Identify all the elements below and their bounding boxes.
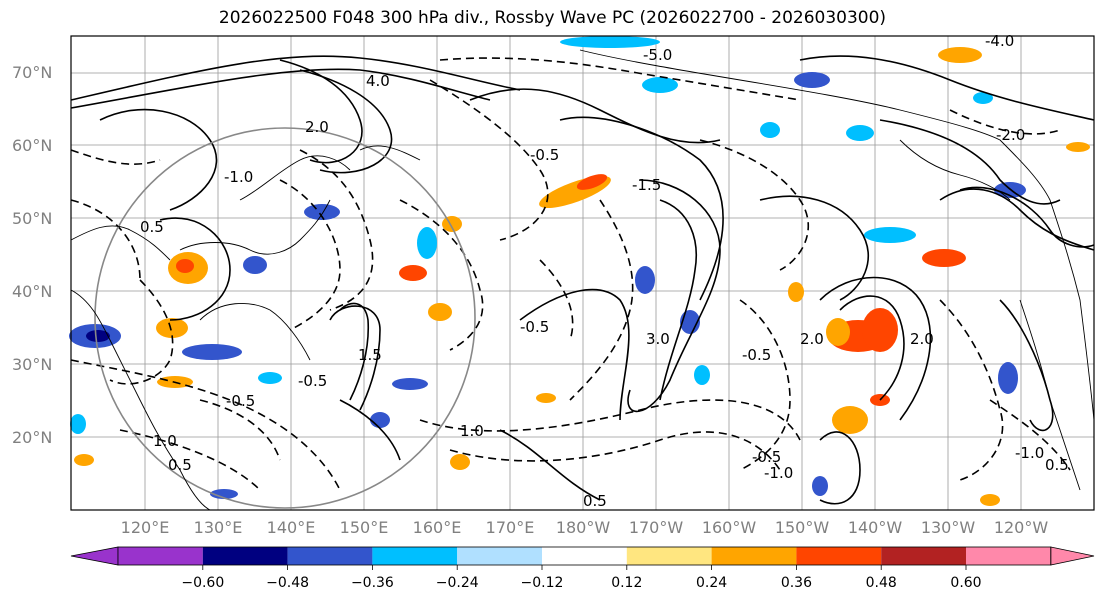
contour-label: 0.5 xyxy=(140,218,164,236)
contour-label: 3.0 xyxy=(646,330,670,348)
colorbar-segment xyxy=(287,547,373,565)
contour-label: -1.0 xyxy=(224,168,253,186)
dashed-contours xyxy=(70,57,1071,491)
colorbar-segment xyxy=(711,547,797,565)
lat-label: 50°N xyxy=(12,209,52,228)
colorbar-tick-label: 0.24 xyxy=(696,575,727,591)
colorbar-tick-label: −0.24 xyxy=(436,575,479,591)
lon-label: 150°W xyxy=(775,518,830,537)
latitude-labels: 70°N 60°N 50°N 40°N 30°N 20°N xyxy=(12,63,52,447)
contour-label: 0.5 xyxy=(1045,456,1069,474)
contour-label: 1.0 xyxy=(460,422,484,440)
contour-label: 4.0 xyxy=(366,72,390,90)
colorbar-extend-min xyxy=(70,546,119,566)
contour-label: 1.0 xyxy=(153,432,177,450)
lon-label: 120°E xyxy=(121,518,170,537)
lon-label: 170°W xyxy=(629,518,684,537)
contour-label: 1.5 xyxy=(358,346,382,364)
lon-label: 120°W xyxy=(994,518,1049,537)
colorbar-tick-label: −0.60 xyxy=(181,575,224,591)
map-title: 2026022500 F048 300 hPa div., Rossby Wav… xyxy=(218,8,887,28)
contour-label: -1.0 xyxy=(1015,444,1044,462)
lon-label: 130°E xyxy=(194,518,243,537)
colorbar-tick-label: 0.12 xyxy=(611,575,642,591)
colorbar-segment xyxy=(542,547,627,565)
colorbar-tick-label: −0.48 xyxy=(266,575,309,591)
lat-label: 40°N xyxy=(12,282,52,301)
colorbar-segment xyxy=(202,547,288,565)
colorbar-tick-label: 0.36 xyxy=(781,575,812,591)
contour-label: -1.0 xyxy=(764,464,793,482)
colorbar-segment xyxy=(118,547,203,565)
contour-label: -0.5 xyxy=(752,448,781,466)
colorbar-tick-label: −0.12 xyxy=(521,575,564,591)
lat-label: 30°N xyxy=(12,355,52,374)
colorbar-segment xyxy=(796,547,882,565)
contour-label: 2.0 xyxy=(910,330,934,348)
contour-label: -5.0 xyxy=(643,46,672,64)
colorbar-extend-max xyxy=(1050,546,1095,566)
lon-label: 170°E xyxy=(486,518,535,537)
lon-label: 160°W xyxy=(702,518,757,537)
contour-label: 2.0 xyxy=(305,118,329,136)
colorbar-segment xyxy=(372,547,458,565)
lon-label: 130°W xyxy=(921,518,976,537)
contour-label: -4.0 xyxy=(985,32,1014,50)
colorbar: −0.60 −0.48 −0.36 −0.24 −0.12 0.12 0.24 … xyxy=(70,546,1095,591)
colorbar-tick-label: 0.60 xyxy=(950,575,981,591)
contour-label: -0.5 xyxy=(226,392,255,410)
lat-label: 20°N xyxy=(12,428,52,447)
contour-label: -1.5 xyxy=(632,176,661,194)
colorbar-tick-label: −0.36 xyxy=(351,575,394,591)
lon-label: 150°E xyxy=(340,518,389,537)
contour-label: -0.5 xyxy=(298,372,327,390)
colorbar-segment xyxy=(457,547,542,565)
contour-label: -0.5 xyxy=(530,146,559,164)
contour-label: -2.0 xyxy=(996,126,1025,144)
contour-label: -0.5 xyxy=(520,318,549,336)
lon-label: 140°E xyxy=(267,518,316,537)
colorbar-segment xyxy=(966,547,1051,565)
coastlines xyxy=(70,49,1095,511)
lon-label: 140°W xyxy=(848,518,903,537)
contour-label: 2.0 xyxy=(800,330,824,348)
lat-label: 60°N xyxy=(12,136,52,155)
contour-label: 0.5 xyxy=(583,492,607,510)
colorbar-tick-label: 0.48 xyxy=(866,575,897,591)
contour-label: 0.5 xyxy=(168,456,192,474)
highlight-circle xyxy=(94,127,476,509)
lat-label: 70°N xyxy=(12,63,52,82)
lon-label: 180°W xyxy=(556,518,611,537)
colorbar-segment xyxy=(626,547,712,565)
longitude-labels: 120°E 130°E 140°E 150°E 160°E 170°E 180°… xyxy=(121,518,1049,537)
map-plot-area: -5.0 4.0 2.0 -2.0 -1.0 -1.5 3.0 2.0 2.0 … xyxy=(69,32,1095,511)
colorbar-segment xyxy=(881,547,966,565)
contour-label: -0.5 xyxy=(742,346,771,364)
lon-label: 160°E xyxy=(413,518,462,537)
